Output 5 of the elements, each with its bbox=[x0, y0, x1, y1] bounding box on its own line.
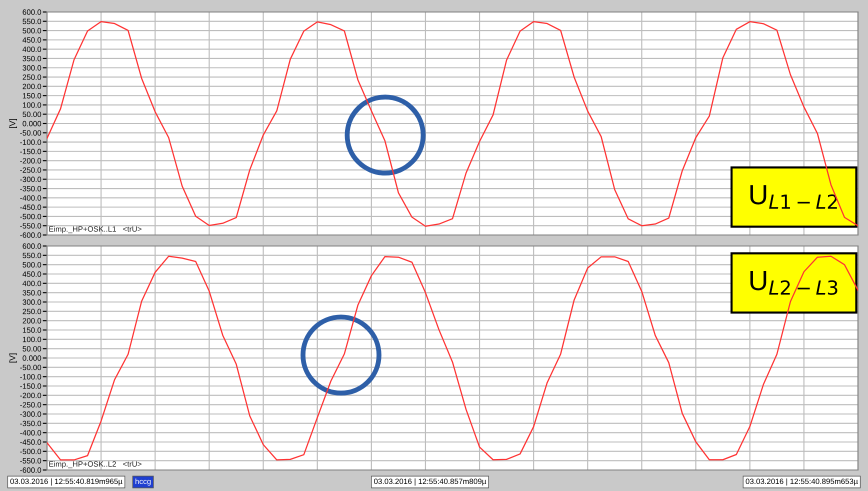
y-axis-title: [V] bbox=[9, 119, 18, 128]
annotation: U$_{L1−L2}$ bbox=[750, 185, 837, 209]
line-series bbox=[47, 21, 858, 227]
line-series bbox=[47, 256, 858, 461]
y-axis-title: [V] bbox=[9, 354, 18, 362]
